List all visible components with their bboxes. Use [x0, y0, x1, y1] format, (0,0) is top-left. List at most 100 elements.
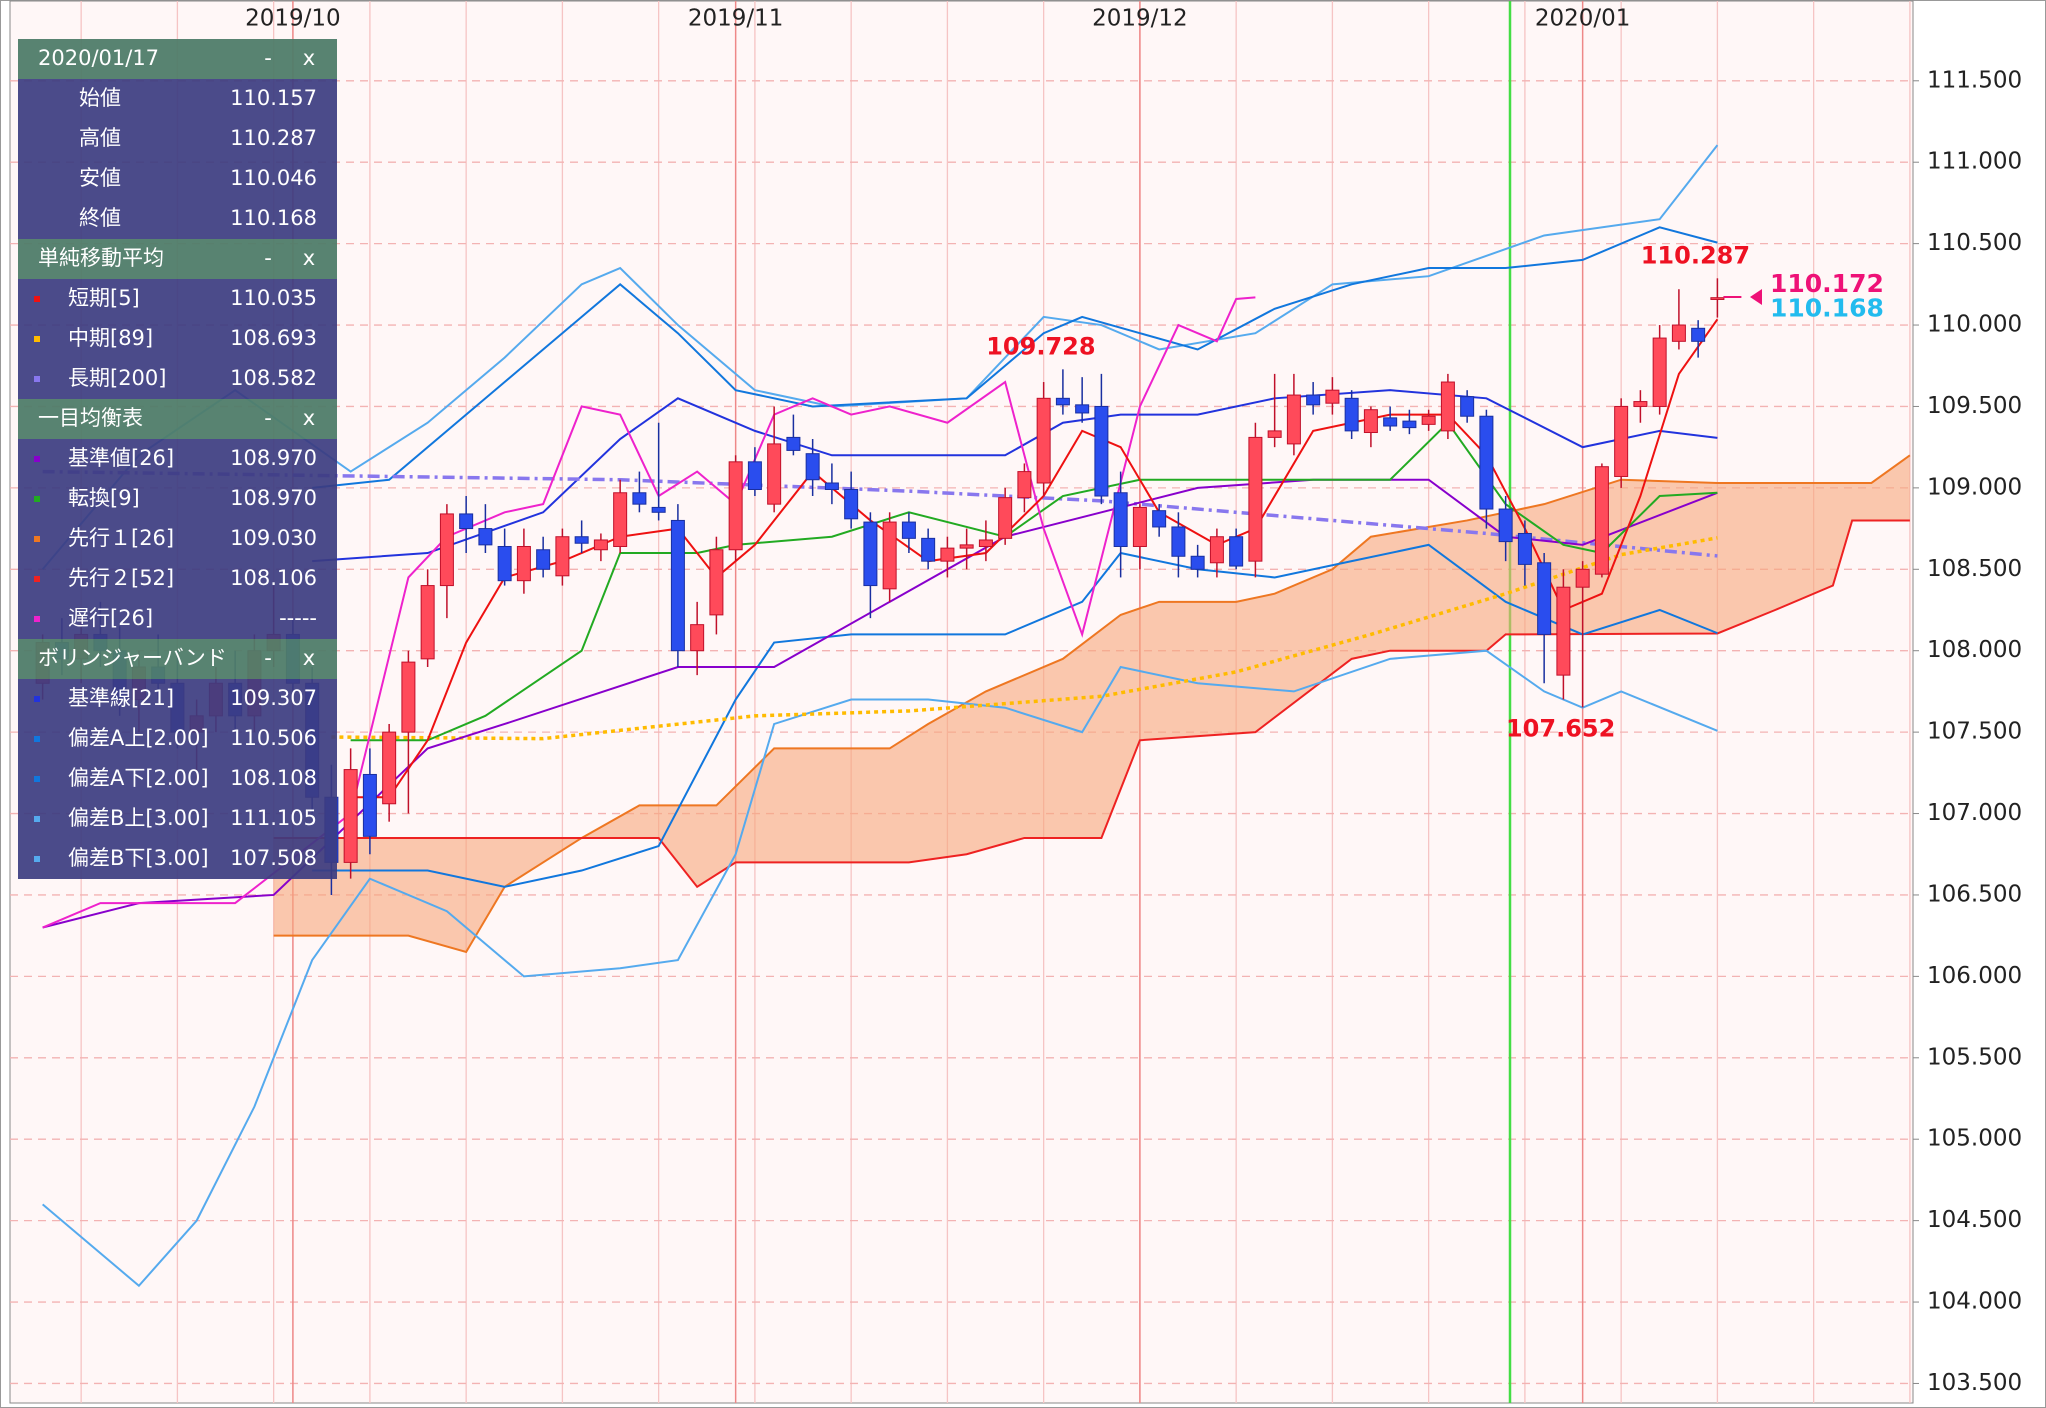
- row-value: 111.105: [230, 806, 317, 830]
- row-label: 偏差B下[3.00]: [68, 846, 209, 870]
- candle-body: [882, 521, 897, 590]
- y-tick-label: 110.000: [1927, 312, 2022, 338]
- minimize-button[interactable]: -: [264, 406, 272, 430]
- candle-body: [497, 545, 512, 582]
- row-label: 先行２[52]: [68, 566, 174, 590]
- y-tick-label: 109.500: [1927, 393, 2022, 419]
- panel-row: [18, 599, 337, 639]
- candle-body: [940, 547, 955, 562]
- candle-body: [1594, 466, 1609, 575]
- candle-body: [1325, 389, 1340, 404]
- y-tick-label: 104.500: [1927, 1207, 2022, 1233]
- annotation: 109.728: [986, 332, 1095, 360]
- close-button[interactable]: x: [303, 406, 315, 430]
- row-marker: [34, 776, 40, 782]
- info-panel: 2020/01/17 - x 始値 110.157 高値 110.287 安値 110.046 終…: [18, 39, 337, 879]
- panel-title: ボリンジャーバンド: [38, 646, 227, 670]
- row-marker: [34, 856, 40, 862]
- candle-body: [1460, 396, 1475, 417]
- row-value: 109.307: [230, 686, 317, 710]
- row-label: 長期[200]: [68, 366, 166, 390]
- candle-body: [1344, 397, 1359, 432]
- candle-body: [478, 528, 493, 546]
- annotation: 107.652: [1506, 714, 1615, 742]
- candle-body: [401, 661, 416, 733]
- candle-body: [1537, 562, 1552, 635]
- panel-row: [18, 279, 337, 319]
- y-tick-label: 105.500: [1927, 1044, 2022, 1070]
- row-label: 偏差A下[2.00]: [68, 766, 209, 790]
- price-tag: 110.172: [1770, 269, 1884, 298]
- candle-body: [901, 521, 916, 539]
- row-marker: [34, 696, 40, 702]
- overlay-line: [42, 649, 1718, 1288]
- annotation: 110.287: [1641, 241, 1750, 269]
- candle-body: [1517, 532, 1532, 565]
- minimize-button[interactable]: -: [264, 246, 272, 270]
- row-marker: [34, 496, 40, 502]
- candle-body: [786, 436, 801, 451]
- span-b-line: [273, 519, 1910, 889]
- row-value: 108.106: [230, 566, 317, 590]
- row-label: 短期[5]: [68, 286, 140, 310]
- candle-body: [959, 544, 974, 549]
- candle-body: [382, 731, 397, 805]
- row-label: 先行１[26]: [68, 526, 174, 550]
- candle-body: [1171, 526, 1186, 557]
- row-marker: [34, 536, 40, 542]
- close-button[interactable]: x: [303, 646, 315, 670]
- candle-body: [574, 536, 589, 544]
- panel-row: [18, 519, 337, 559]
- candle-body: [1132, 506, 1147, 547]
- minimize-button[interactable]: -: [264, 46, 272, 70]
- candle-body: [1055, 397, 1070, 406]
- candle-body: [613, 492, 628, 547]
- y-tick-label: 110.500: [1927, 230, 2022, 256]
- candle-body: [1710, 297, 1725, 300]
- row-label: 始値: [79, 86, 121, 110]
- candle-body: [1306, 394, 1321, 406]
- row-value: 108.970: [230, 486, 317, 510]
- candle-body: [1036, 397, 1051, 484]
- row-value: 110.035: [230, 286, 317, 310]
- row-label: 終値: [79, 206, 121, 230]
- panel-row: [18, 719, 337, 759]
- row-value: 108.693: [230, 326, 317, 350]
- candle-body: [1190, 555, 1205, 570]
- row-label: 遅行[26]: [68, 606, 153, 630]
- row-marker: [34, 296, 40, 302]
- candle-body: [459, 513, 474, 530]
- close-button[interactable]: x: [303, 46, 315, 70]
- candle-body: [555, 536, 570, 577]
- candle-body: [1152, 510, 1167, 528]
- candle-body: [1113, 492, 1128, 547]
- panel-title: 2020/01/17: [38, 46, 159, 70]
- row-value: 108.970: [230, 446, 317, 470]
- candle-body: [670, 519, 685, 652]
- panel-row: [18, 359, 337, 399]
- minimize-button[interactable]: -: [264, 646, 272, 670]
- row-value: 110.157: [230, 86, 317, 110]
- panel-row: [18, 159, 337, 199]
- candle-body: [516, 545, 531, 582]
- candle-body: [747, 461, 762, 491]
- y-tick-label: 105.000: [1927, 1126, 2022, 1152]
- candle-body: [709, 549, 724, 616]
- candle-body: [824, 482, 839, 491]
- candle-body: [1017, 471, 1032, 499]
- overlay-line: [312, 543, 1718, 888]
- close-button[interactable]: x: [303, 246, 315, 270]
- candle-body: [632, 492, 647, 505]
- candle-body: [690, 624, 705, 652]
- candle-body: [1575, 568, 1590, 588]
- row-label: 高値: [79, 126, 121, 150]
- row-value: 108.582: [230, 366, 317, 390]
- row-value: 109.030: [230, 526, 317, 550]
- y-tick-label: 109.000: [1927, 474, 2022, 500]
- row-marker: [34, 576, 40, 582]
- candle-body: [536, 549, 551, 570]
- row-value: 110.168: [230, 206, 317, 230]
- candle-body: [1498, 508, 1513, 543]
- y-tick-label: 107.500: [1927, 719, 2022, 745]
